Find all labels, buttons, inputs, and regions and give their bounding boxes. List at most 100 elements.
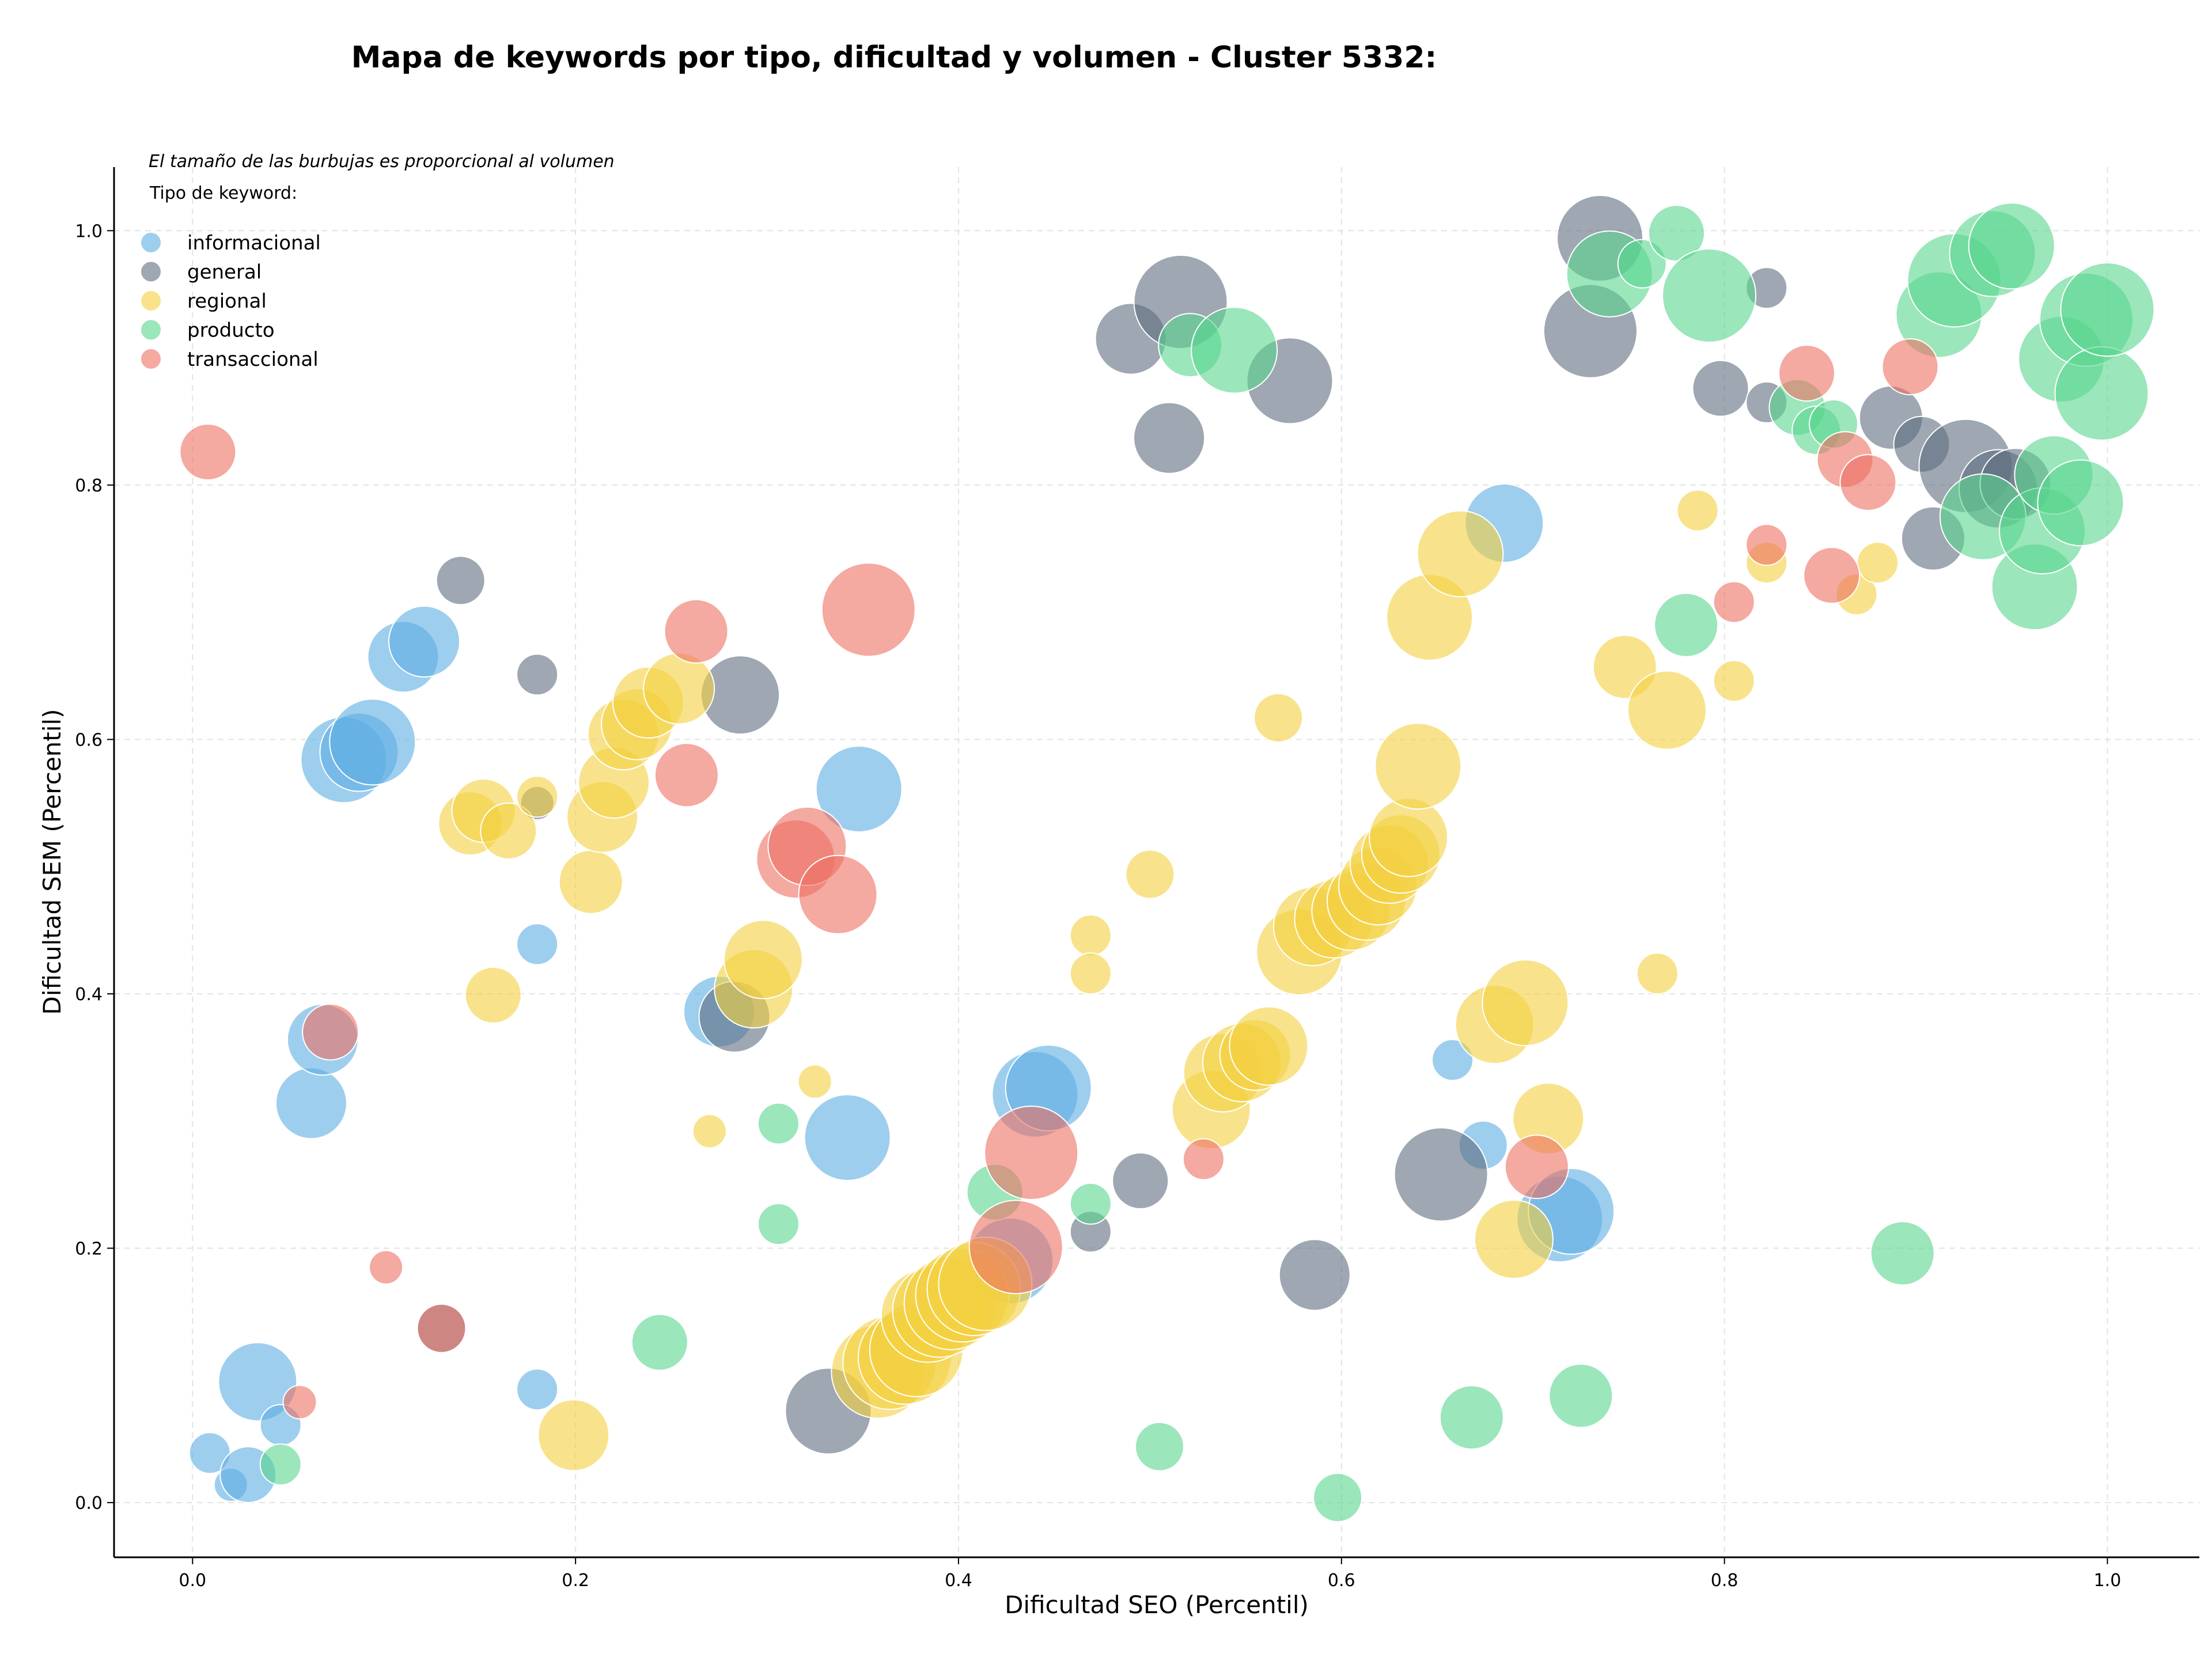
data-point-transaccional — [1713, 581, 1755, 623]
data-point-regional — [480, 802, 537, 860]
data-point-producto — [1662, 248, 1757, 343]
data-point-producto — [1548, 1363, 1613, 1428]
data-point-regional — [797, 1064, 832, 1099]
x-tick-label: 0.4 — [945, 1571, 972, 1591]
y-tick-label: 0.4 — [75, 985, 103, 1005]
data-point-informacional — [218, 1342, 298, 1422]
data-point-transaccional — [369, 1250, 404, 1285]
data-point-transaccional — [798, 854, 878, 934]
data-point-producto — [1870, 1221, 1935, 1286]
data-point-regional — [464, 966, 522, 1024]
data-point-transaccional — [416, 1303, 467, 1353]
data-point-regional — [1636, 952, 1679, 995]
data-point-general — [1393, 1127, 1488, 1222]
series-transaccional — [179, 338, 1939, 1420]
data-point-informacional — [516, 923, 559, 966]
data-point-regional — [723, 920, 803, 1000]
data-point-informacional — [388, 605, 461, 678]
data-point-general — [435, 555, 486, 606]
legend-label-general: general — [187, 261, 262, 284]
data-point-regional — [558, 849, 623, 914]
data-point-transaccional — [984, 1105, 1079, 1200]
data-point-transaccional — [654, 743, 719, 808]
data-point-informacional — [516, 1368, 559, 1411]
data-point-regional — [1069, 914, 1112, 956]
data-point-producto — [2060, 262, 2155, 357]
data-point-producto — [1069, 1182, 1112, 1225]
ticks: 0.0 0.2 0.4 0.6 0.8 1.0 0.0 0.2 0.4 0.6 0.8 1.0 — [75, 221, 2121, 1591]
data-point-transaccional — [302, 1003, 359, 1061]
data-point-transaccional — [1504, 1134, 1569, 1200]
data-point-transaccional — [282, 1384, 317, 1420]
series-regional — [438, 489, 1899, 1471]
data-point-producto — [1617, 239, 1667, 289]
x-tick-label: 0.6 — [1328, 1571, 1355, 1591]
data-point-producto — [1968, 202, 2055, 290]
legend-marker-producto — [141, 320, 161, 340]
data-point-general — [516, 653, 559, 696]
x-tick-label: 1.0 — [2094, 1571, 2122, 1591]
y-axis-label: Dificultad SEM (Percentil) — [38, 709, 66, 1015]
data-point-regional — [1627, 670, 1707, 750]
data-point-producto — [1191, 307, 1278, 394]
data-point-producto — [1313, 1473, 1363, 1523]
data-point-regional — [1676, 489, 1719, 532]
data-point-regional — [1125, 849, 1175, 899]
legend-title: Tipo de keyword: — [149, 183, 297, 203]
data-point-informacional — [815, 746, 903, 833]
data-point-general — [1133, 402, 1206, 474]
data-point-regional — [1713, 660, 1755, 702]
y-tick-label: 0.2 — [75, 1239, 103, 1259]
data-point-regional — [1253, 693, 1304, 743]
data-point-transaccional — [1839, 454, 1897, 512]
data-point-transaccional — [1803, 547, 1861, 604]
legend-label-transaccional: transaccional — [187, 348, 319, 371]
data-point-producto — [2037, 459, 2124, 547]
data-point-producto — [1439, 1385, 1504, 1450]
legend-label-producto: producto — [187, 319, 275, 342]
data-point-producto — [1648, 205, 1706, 262]
data-point-transaccional — [664, 599, 729, 664]
data-point-producto — [631, 1314, 688, 1371]
data-point-transaccional — [1881, 338, 1939, 396]
data-point-regional — [537, 1399, 610, 1471]
legend-label-informacional: informacional — [187, 232, 321, 255]
data-point-regional — [1229, 1006, 1309, 1086]
data-point-transaccional — [968, 1200, 1063, 1295]
y-tick-label: 0.8 — [75, 476, 103, 496]
data-point-regional — [1474, 1200, 1554, 1280]
data-point-informacional — [1431, 1039, 1474, 1081]
data-point-informacional — [275, 1067, 347, 1140]
data-point-producto — [757, 1203, 800, 1246]
axes — [113, 167, 2199, 1558]
data-point-informacional — [804, 1094, 891, 1181]
bubble-size-note: El tamaño de las burbujas es proporciona… — [149, 152, 615, 172]
data-point-regional — [1369, 797, 1449, 877]
data-point-informacional — [329, 698, 416, 786]
y-tick-label: 0.6 — [75, 730, 103, 750]
data-point-regional — [516, 775, 559, 818]
data-point-producto — [1654, 592, 1719, 657]
data-point-transaccional — [1745, 524, 1788, 566]
data-point-producto — [2054, 346, 2149, 441]
legend-marker-regional — [141, 291, 161, 311]
legend-label-regional: regional — [187, 290, 267, 313]
data-point-general — [1692, 360, 1749, 417]
data-point-regional — [1857, 542, 1899, 584]
data-point-regional — [643, 652, 715, 725]
legend: informacional general regional producto tran… — [141, 232, 321, 371]
data-point-transaccional — [179, 423, 237, 481]
data-point-producto — [259, 1443, 302, 1486]
y-tick-label: 0.0 — [75, 1493, 103, 1514]
data-point-regional — [1069, 952, 1112, 995]
data-point-producto — [757, 1102, 800, 1145]
legend-marker-informacional — [141, 233, 161, 252]
x-tick-label: 0.8 — [1711, 1571, 1738, 1591]
data-point-transaccional — [1778, 345, 1836, 402]
data-point-regional — [1374, 722, 1462, 810]
chart-title: Mapa de keywords por tipo, dificultad y … — [351, 40, 1437, 75]
legend-marker-general — [141, 262, 161, 282]
legend-marker-transaccional — [141, 349, 161, 369]
x-axis-label: Dificultad SEO (Percentil) — [1005, 1591, 1309, 1619]
